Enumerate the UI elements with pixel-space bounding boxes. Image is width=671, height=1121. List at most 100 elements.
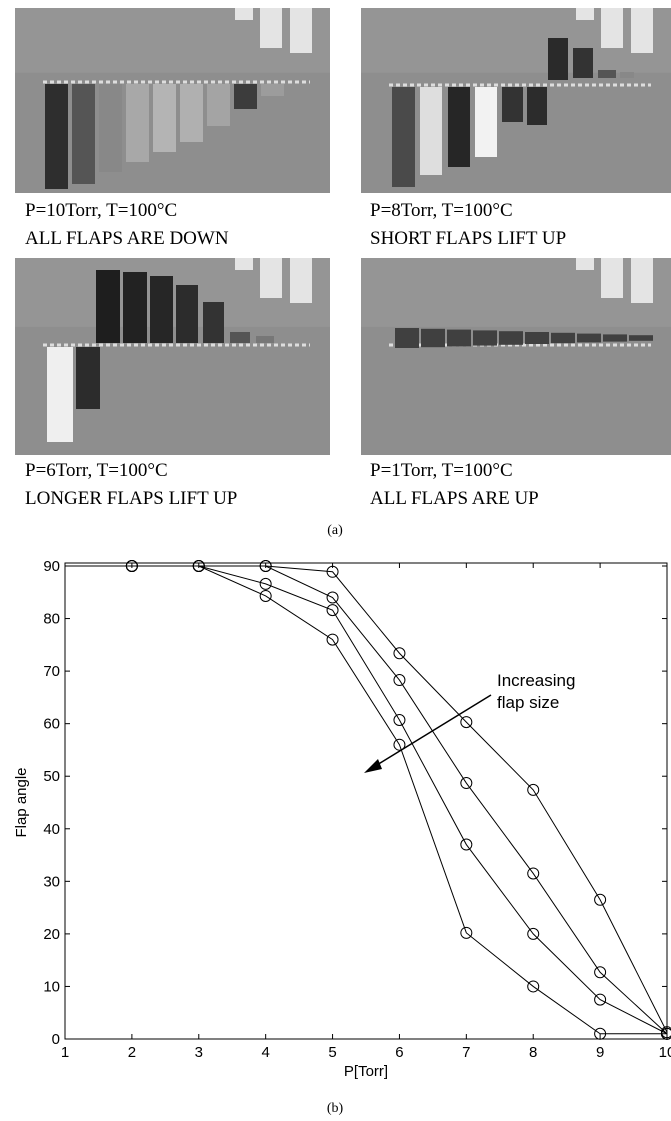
- photo-flap: [577, 333, 601, 343]
- photo-flap: [123, 272, 147, 343]
- photo-flap: [126, 84, 149, 162]
- photo-flap: [76, 347, 100, 409]
- photo-flap: [176, 285, 198, 343]
- photo-shade: [361, 8, 671, 73]
- photo-detail: [260, 8, 282, 48]
- caption: ALL FLAPS ARE DOWN: [25, 228, 229, 249]
- data-point: [326, 633, 339, 646]
- panel-label: (b): [327, 1101, 344, 1116]
- y-axis-label: Flap angle: [13, 767, 30, 837]
- photo-flap: [45, 84, 68, 189]
- photo-flap: [207, 84, 230, 126]
- photo-flap: [499, 331, 523, 345]
- data-point: [393, 713, 406, 726]
- data-point: [326, 591, 339, 604]
- y-tick-label: 30: [43, 873, 60, 890]
- panel-label: (a): [327, 523, 343, 538]
- annotation: Increasing: [497, 671, 575, 690]
- series-line: [65, 565, 668, 1035]
- data-point: [393, 647, 406, 660]
- y-tick-label: 80: [43, 611, 60, 628]
- caption: P=6Torr, T=100°C: [25, 460, 168, 481]
- x-tick-label: 9: [596, 1044, 604, 1061]
- caption: SHORT FLAPS LIFT UP: [370, 228, 566, 249]
- x-tick-label: 4: [261, 1044, 269, 1061]
- photo-detail: [235, 8, 253, 20]
- data-point: [594, 993, 607, 1006]
- y-tick-label: 60: [43, 716, 60, 733]
- photo-flap: [392, 87, 415, 187]
- photo-flap: [551, 332, 575, 344]
- photo-flap: [421, 328, 445, 348]
- data-point: [460, 838, 473, 851]
- data-point: [125, 560, 138, 572]
- photo-detail: [631, 258, 653, 303]
- data-point: [460, 926, 473, 939]
- photo-flap: [153, 84, 176, 152]
- series-line: [65, 565, 668, 1035]
- photo-flap: [395, 328, 419, 348]
- photo-detail: [235, 258, 253, 270]
- plot-frame: [64, 562, 668, 1040]
- photo-flap: [448, 87, 470, 167]
- data-point: [460, 777, 473, 790]
- data-point: [527, 783, 540, 796]
- caption: P=1Torr, T=100°C: [370, 460, 513, 481]
- x-axis-label: P[Torr]: [344, 1063, 388, 1080]
- data-point: [259, 560, 272, 572]
- y-tick-label: 90: [43, 558, 60, 575]
- caption: ALL FLAPS ARE UP: [370, 488, 539, 509]
- photo-flap: [473, 330, 497, 346]
- data-point: [594, 893, 607, 906]
- x-tick-label: 5: [328, 1044, 336, 1061]
- photo-flap: [256, 336, 274, 343]
- x-tick-label: 2: [128, 1044, 136, 1061]
- photo-flap: [47, 347, 73, 442]
- caption: LONGER FLAPS LIFT UP: [25, 488, 237, 509]
- photo-flap: [620, 72, 634, 78]
- photo-shade: [15, 8, 330, 73]
- photo-flap: [180, 84, 203, 142]
- y-tick-label: 40: [43, 821, 60, 838]
- photo-flap: [527, 87, 547, 125]
- photo-detail: [290, 8, 312, 53]
- data-point: [393, 738, 406, 751]
- data-point: [460, 716, 473, 729]
- photo-flap: [447, 329, 471, 347]
- photo-flap: [150, 276, 173, 343]
- series-line: [65, 565, 667, 1035]
- photo-flap: [99, 84, 122, 172]
- photo-flap: [261, 84, 284, 96]
- photo-flap: [548, 38, 568, 80]
- photo-flap: [72, 84, 95, 184]
- photo-flap: [598, 70, 616, 78]
- x-tick-label: 10: [659, 1044, 671, 1061]
- photo-detail: [601, 258, 623, 298]
- photo-flap: [203, 302, 224, 343]
- photo-detail: [631, 8, 653, 53]
- photo-flap: [629, 335, 653, 341]
- photo-flap: [525, 332, 549, 344]
- x-tick-label: 6: [395, 1044, 403, 1061]
- photo-flap: [420, 87, 442, 175]
- series-line: [65, 565, 668, 1033]
- data-point: [326, 565, 339, 578]
- data-point: [393, 674, 406, 687]
- data-point: [661, 1027, 671, 1040]
- photo-detail: [601, 8, 623, 48]
- data-point: [594, 1027, 607, 1040]
- photo-detail: [576, 8, 594, 20]
- data-point: [527, 927, 540, 940]
- x-tick-label: 3: [195, 1044, 203, 1061]
- photo-flap: [475, 87, 497, 157]
- photo-flap: [96, 270, 120, 343]
- photo-detail: [576, 258, 594, 270]
- data-point: [527, 867, 540, 880]
- data-point: [259, 577, 272, 590]
- x-tick-label: 7: [462, 1044, 470, 1061]
- caption: P=8Torr, T=100°C: [370, 200, 513, 221]
- photo-shade: [361, 258, 671, 327]
- photo-detail: [260, 258, 282, 298]
